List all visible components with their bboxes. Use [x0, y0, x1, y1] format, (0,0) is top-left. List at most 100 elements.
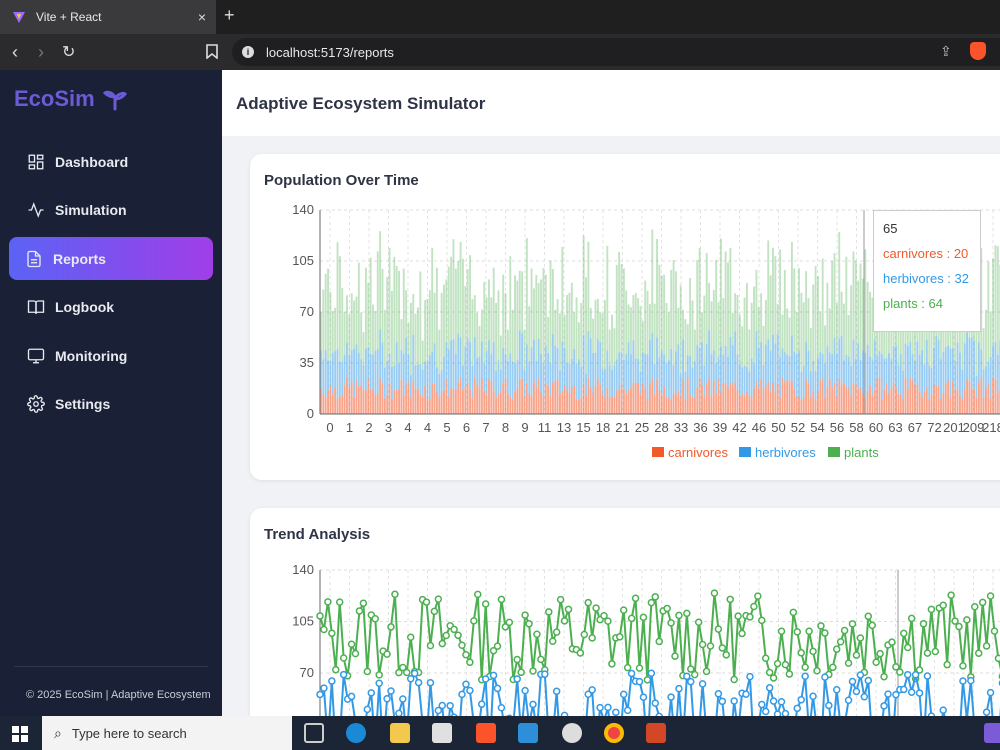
point-herbivores — [718, 697, 727, 706]
windows-start-icon[interactable] — [12, 726, 28, 742]
sidebar-item-monitoring[interactable]: Monitoring — [9, 334, 213, 377]
sidebar-divider — [14, 666, 208, 667]
taskbar-search[interactable]: ⌕ Type here to search — [42, 716, 292, 750]
point-plants — [880, 672, 888, 681]
point-plants — [635, 664, 644, 672]
point-plants — [387, 623, 395, 631]
bar-carnivores — [376, 393, 379, 414]
bar-plants — [632, 295, 635, 341]
point-plants — [406, 633, 415, 641]
bar-carnivores — [459, 377, 462, 414]
sidebar-item-simulation[interactable]: Simulation — [9, 189, 213, 232]
bar-plants — [587, 241, 590, 332]
site-info-icon[interactable]: i — [242, 46, 254, 58]
url-field[interactable]: i localhost:5173/reports ⇪ — [232, 38, 1000, 66]
bar-herbivores — [362, 365, 365, 390]
bar-herbivores — [395, 342, 398, 390]
bar-carnivores — [769, 391, 772, 414]
bar-carnivores — [393, 389, 396, 414]
bar-herbivores — [618, 352, 621, 390]
point-plants — [383, 650, 391, 658]
store-icon[interactable] — [432, 723, 452, 743]
file-text-icon — [27, 250, 41, 267]
bar-plants — [869, 291, 871, 357]
bar-carnivores — [350, 382, 353, 414]
bar-carnivores — [653, 394, 656, 414]
github-desktop-icon[interactable] — [562, 723, 582, 743]
bar-herbivores — [369, 353, 372, 389]
bar-plants — [738, 314, 741, 364]
bar-plants — [741, 326, 744, 368]
bar-herbivores — [807, 350, 810, 383]
bar-carnivores — [585, 395, 587, 414]
point-plants — [730, 675, 738, 684]
bar-herbivores — [918, 354, 921, 392]
point-herbivores — [915, 689, 924, 697]
bar-carnivores — [374, 394, 377, 414]
task-view-icon[interactable] — [304, 723, 324, 743]
bar-plants — [805, 271, 808, 342]
bar-herbivores — [454, 353, 457, 391]
bar-plants — [672, 259, 675, 366]
brave-shield-icon[interactable] — [970, 42, 986, 60]
point-plants — [931, 647, 940, 656]
bar-carnivores — [400, 379, 403, 414]
chrome-icon[interactable] — [604, 723, 624, 743]
sidebar-item-dashboard[interactable]: Dashboard — [9, 140, 213, 183]
brave-icon[interactable] — [476, 723, 496, 743]
app-logo[interactable]: EcoSim — [14, 86, 127, 112]
reload-icon[interactable]: ↻ — [62, 44, 76, 61]
bar-plants — [320, 312, 322, 351]
bar-plants — [982, 328, 985, 370]
share-icon[interactable]: ⇪ — [940, 43, 952, 59]
bar-plants — [447, 266, 450, 349]
bar-herbivores — [535, 360, 538, 387]
bar-herbivores — [951, 348, 954, 382]
sidebar-item-logbook[interactable]: Logbook — [9, 286, 213, 329]
bar-carnivores — [878, 378, 881, 414]
bar-herbivores — [450, 340, 453, 389]
point-plants — [489, 646, 498, 655]
point-plants — [548, 637, 557, 645]
bar-plants — [421, 340, 424, 370]
bar-plants — [719, 238, 722, 347]
legend-swatch-carnivores — [652, 447, 664, 457]
bar-carnivores — [566, 389, 569, 414]
point-herbivores — [927, 712, 936, 716]
bar-carnivores — [632, 382, 635, 414]
bar-herbivores — [985, 366, 987, 389]
sidebar-item-reports[interactable]: Reports — [9, 237, 213, 280]
vscode-icon[interactable] — [518, 723, 538, 743]
bar-herbivores — [741, 367, 744, 395]
bar-carnivores — [925, 388, 928, 414]
bar-plants — [360, 312, 363, 360]
bar-herbivores — [589, 338, 592, 387]
forward-icon[interactable]: › — [38, 42, 44, 62]
point-plants — [316, 612, 324, 620]
bar-plants — [577, 322, 580, 360]
edge-icon[interactable] — [346, 723, 366, 743]
back-icon[interactable]: ‹ — [12, 42, 18, 62]
bookmark-icon[interactable] — [206, 44, 218, 59]
bar-plants — [476, 312, 479, 358]
bar-herbivores — [843, 360, 845, 383]
bar-plants — [987, 261, 990, 362]
bar-herbivores — [357, 352, 360, 387]
powerpoint-icon[interactable] — [646, 723, 666, 743]
new-tab-icon[interactable]: + — [224, 5, 235, 25]
bar-carnivores — [899, 393, 902, 414]
bar-carnivores — [942, 393, 945, 414]
bar-plants — [954, 313, 957, 361]
sidebar-item-settings[interactable]: Settings — [9, 383, 213, 426]
point-herbivores — [410, 669, 419, 678]
close-tab-icon[interactable]: × — [197, 9, 206, 25]
file-explorer-icon[interactable] — [390, 723, 410, 743]
bar-carnivores — [639, 393, 642, 414]
trend-chart[interactable]: 70 105 140 — [250, 508, 1000, 716]
sidebar-footer: © 2025 EcoSim | Adaptive Ecosystem — [26, 689, 211, 701]
point-plants — [616, 633, 624, 641]
point-herbivores — [529, 700, 537, 709]
teams-icon[interactable] — [984, 723, 1000, 743]
browser-tab[interactable]: Vite + React × — [0, 0, 216, 34]
